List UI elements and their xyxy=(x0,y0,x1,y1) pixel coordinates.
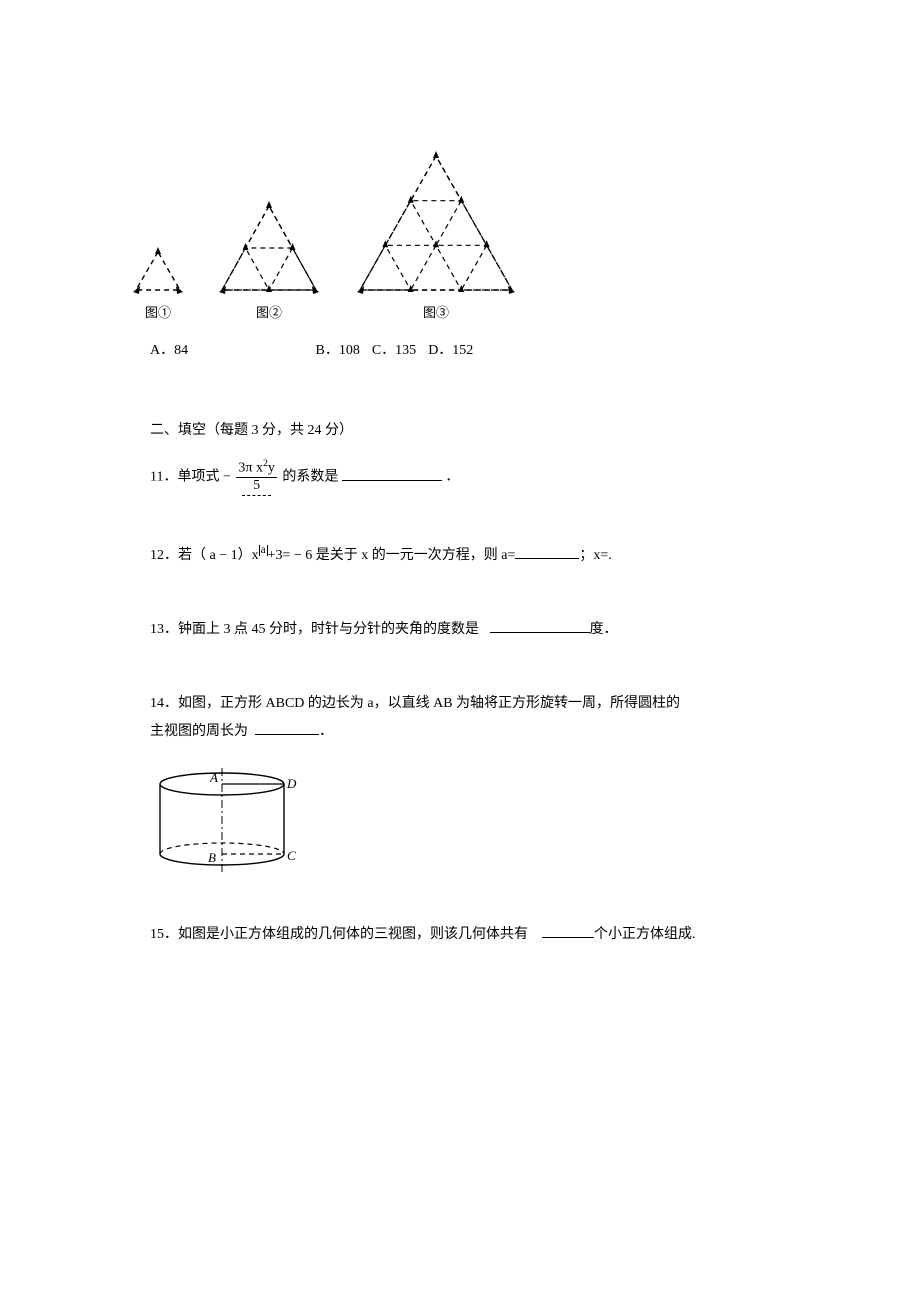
q12-after: ；x=. xyxy=(579,548,611,563)
label-B: B xyxy=(208,850,216,865)
q11-numerator: 3π x2y xyxy=(236,459,276,478)
figure-2-label: 图② xyxy=(256,302,282,321)
option-b: B．108 xyxy=(316,343,360,358)
q11-denominator: 5 xyxy=(236,478,276,493)
q13-unit: 度． xyxy=(590,622,618,637)
q12-exponent: a xyxy=(259,545,268,556)
q13-blank xyxy=(490,616,590,632)
option-c: C．135 xyxy=(372,343,416,358)
q12-mid: +3= − 6 是关于 x 的一元一次方程，则 a= xyxy=(268,548,516,563)
triangle-pattern-3 xyxy=(352,150,520,296)
q11-fraction: 3π x2y 5 xyxy=(236,459,276,496)
problem-15: 15．如图是小正方体组成的几何体的三视图，则该几何体共有 个小正方体组成. xyxy=(150,921,770,949)
cylinder-svg: A D B C xyxy=(150,766,310,876)
label-A: A xyxy=(209,770,218,785)
figure-1-label: 图① xyxy=(145,302,171,321)
q14-period: ． xyxy=(319,724,333,739)
q14-line1: 14．如图，正方形 ABCD 的边长为 a，以直线 AB 为轴将正方形旋转一周，… xyxy=(150,696,680,711)
problem-14: 14．如图，正方形 ABCD 的边长为 a，以直线 AB 为轴将正方形旋转一周，… xyxy=(150,690,770,746)
triangle-pattern-2 xyxy=(214,200,324,296)
label-D: D xyxy=(286,776,297,791)
cylinder-figure: A D B C xyxy=(150,766,770,881)
q13-text: 13．钟面上 3 点 45 分时，时针与分针的夹角的度数是 xyxy=(150,622,479,637)
option-a: A．84 xyxy=(150,339,300,359)
problem-13: 13．钟面上 3 点 45 分时，时针与分针的夹角的度数是 度． xyxy=(150,616,770,644)
q14-line2: 主视图的周长为 xyxy=(150,724,248,739)
q11-suffix: 的系数是 xyxy=(282,470,338,485)
problem-11: 11．单项式 − 3π x2y 5 的系数是 ． xyxy=(150,459,770,496)
q11-blank xyxy=(342,464,442,480)
q15-blank xyxy=(542,921,594,937)
q12-pre: 12．若（ a − 1）x xyxy=(150,548,259,563)
q10-options: A．84 B．108 C．135 D．152 xyxy=(150,339,770,359)
problem-12: 12．若（ a − 1）xa+3= − 6 是关于 x 的一元一次方程，则 a=… xyxy=(150,542,770,570)
q11-prefix: 11．单项式 − xyxy=(150,470,231,485)
section-2-title: 二、填空（每题 3 分，共 24 分） xyxy=(150,419,770,439)
q12-blank-a xyxy=(515,542,579,558)
triangle-pattern-1 xyxy=(130,246,186,296)
option-d: D．152 xyxy=(428,343,473,358)
q15-pre: 15．如图是小正方体组成的几何体的三视图，则该几何体共有 xyxy=(150,927,528,942)
figure-1: 图① xyxy=(130,246,186,321)
figure-3-label: 图③ xyxy=(423,302,449,321)
q15-post: 个小正方体组成. xyxy=(594,927,696,942)
pattern-figures: 图① 图② xyxy=(130,150,770,321)
figure-3: 图③ xyxy=(352,150,520,321)
q14-blank xyxy=(255,718,319,734)
label-C: C xyxy=(287,848,296,863)
q11-period: ． xyxy=(445,470,459,485)
figure-2: 图② xyxy=(214,200,324,321)
